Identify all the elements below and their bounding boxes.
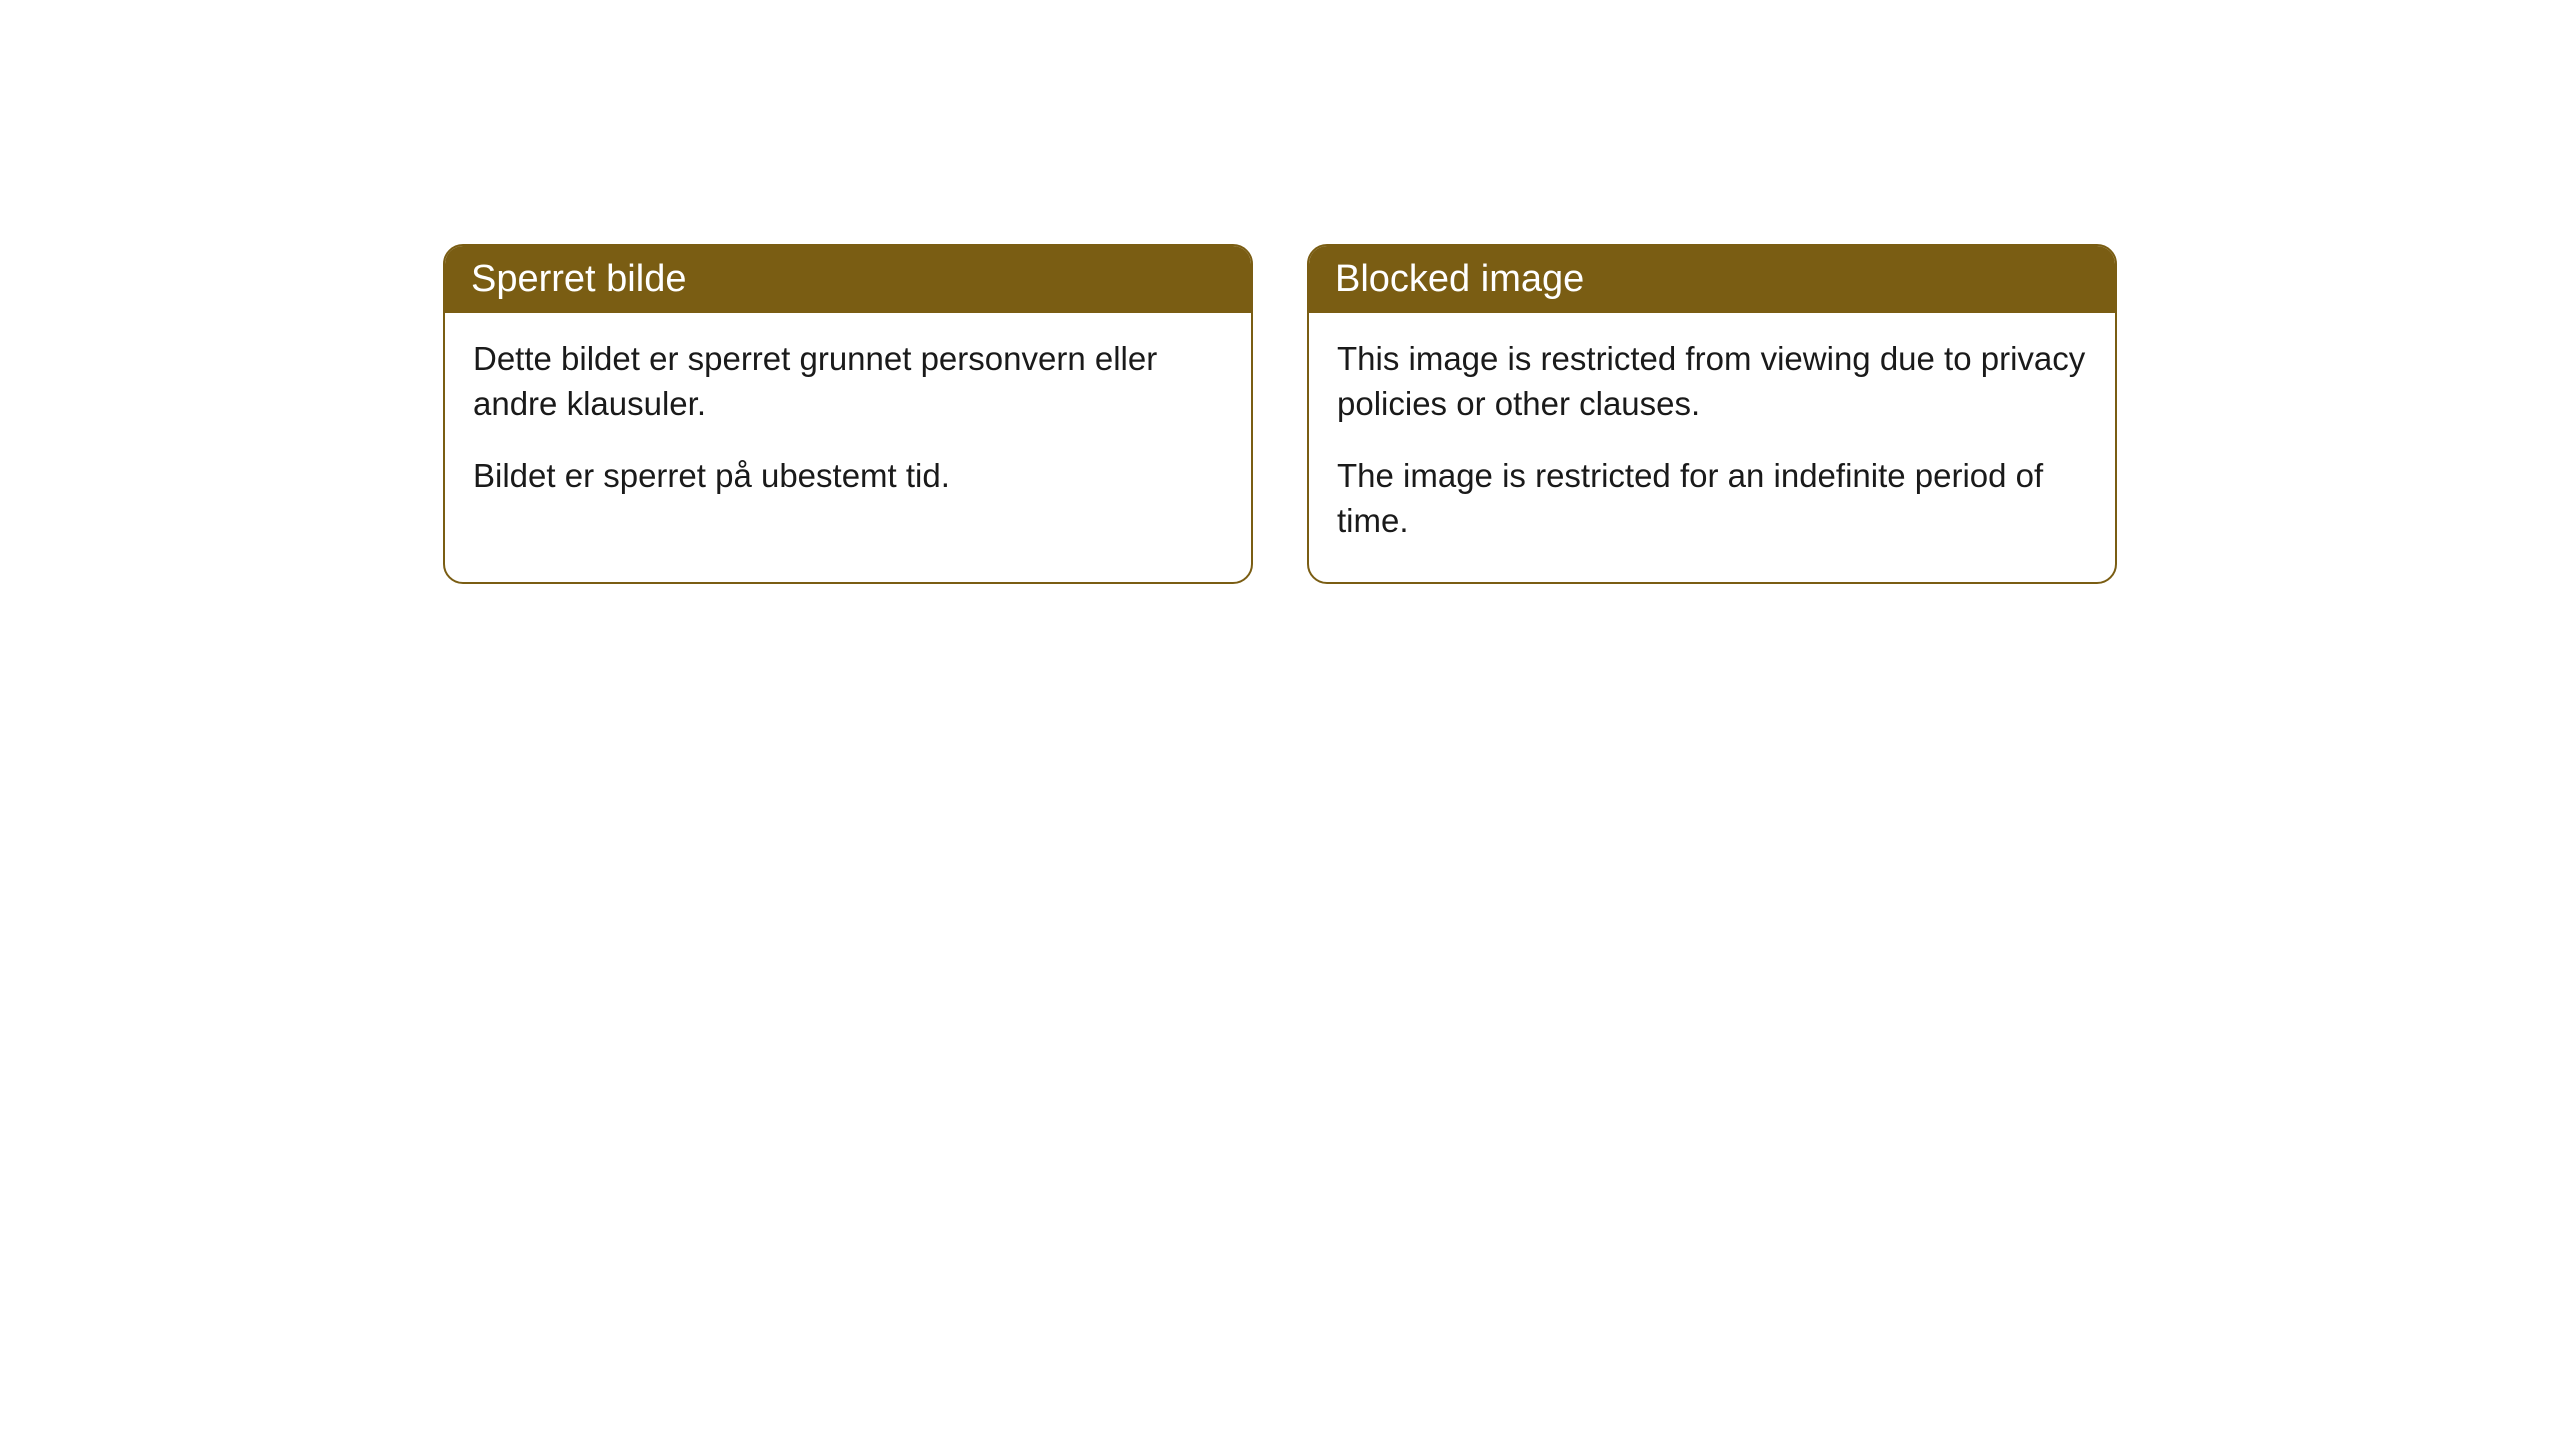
blocked-image-card-norwegian: Sperret bilde Dette bildet er sperret gr… [443, 244, 1253, 584]
card-paragraph-1-english: This image is restricted from viewing du… [1337, 337, 2087, 426]
card-paragraph-2-norwegian: Bildet er sperret på ubestemt tid. [473, 454, 1223, 499]
card-paragraph-2-english: The image is restricted for an indefinit… [1337, 454, 2087, 543]
card-paragraph-1-norwegian: Dette bildet er sperret grunnet personve… [473, 337, 1223, 426]
cards-container: Sperret bilde Dette bildet er sperret gr… [443, 244, 2117, 1440]
blocked-image-card-english: Blocked image This image is restricted f… [1307, 244, 2117, 584]
card-body-english: This image is restricted from viewing du… [1309, 313, 2115, 584]
card-body-norwegian: Dette bildet er sperret grunnet personve… [445, 313, 1251, 541]
card-title-english: Blocked image [1309, 246, 2115, 313]
card-title-norwegian: Sperret bilde [445, 246, 1251, 313]
